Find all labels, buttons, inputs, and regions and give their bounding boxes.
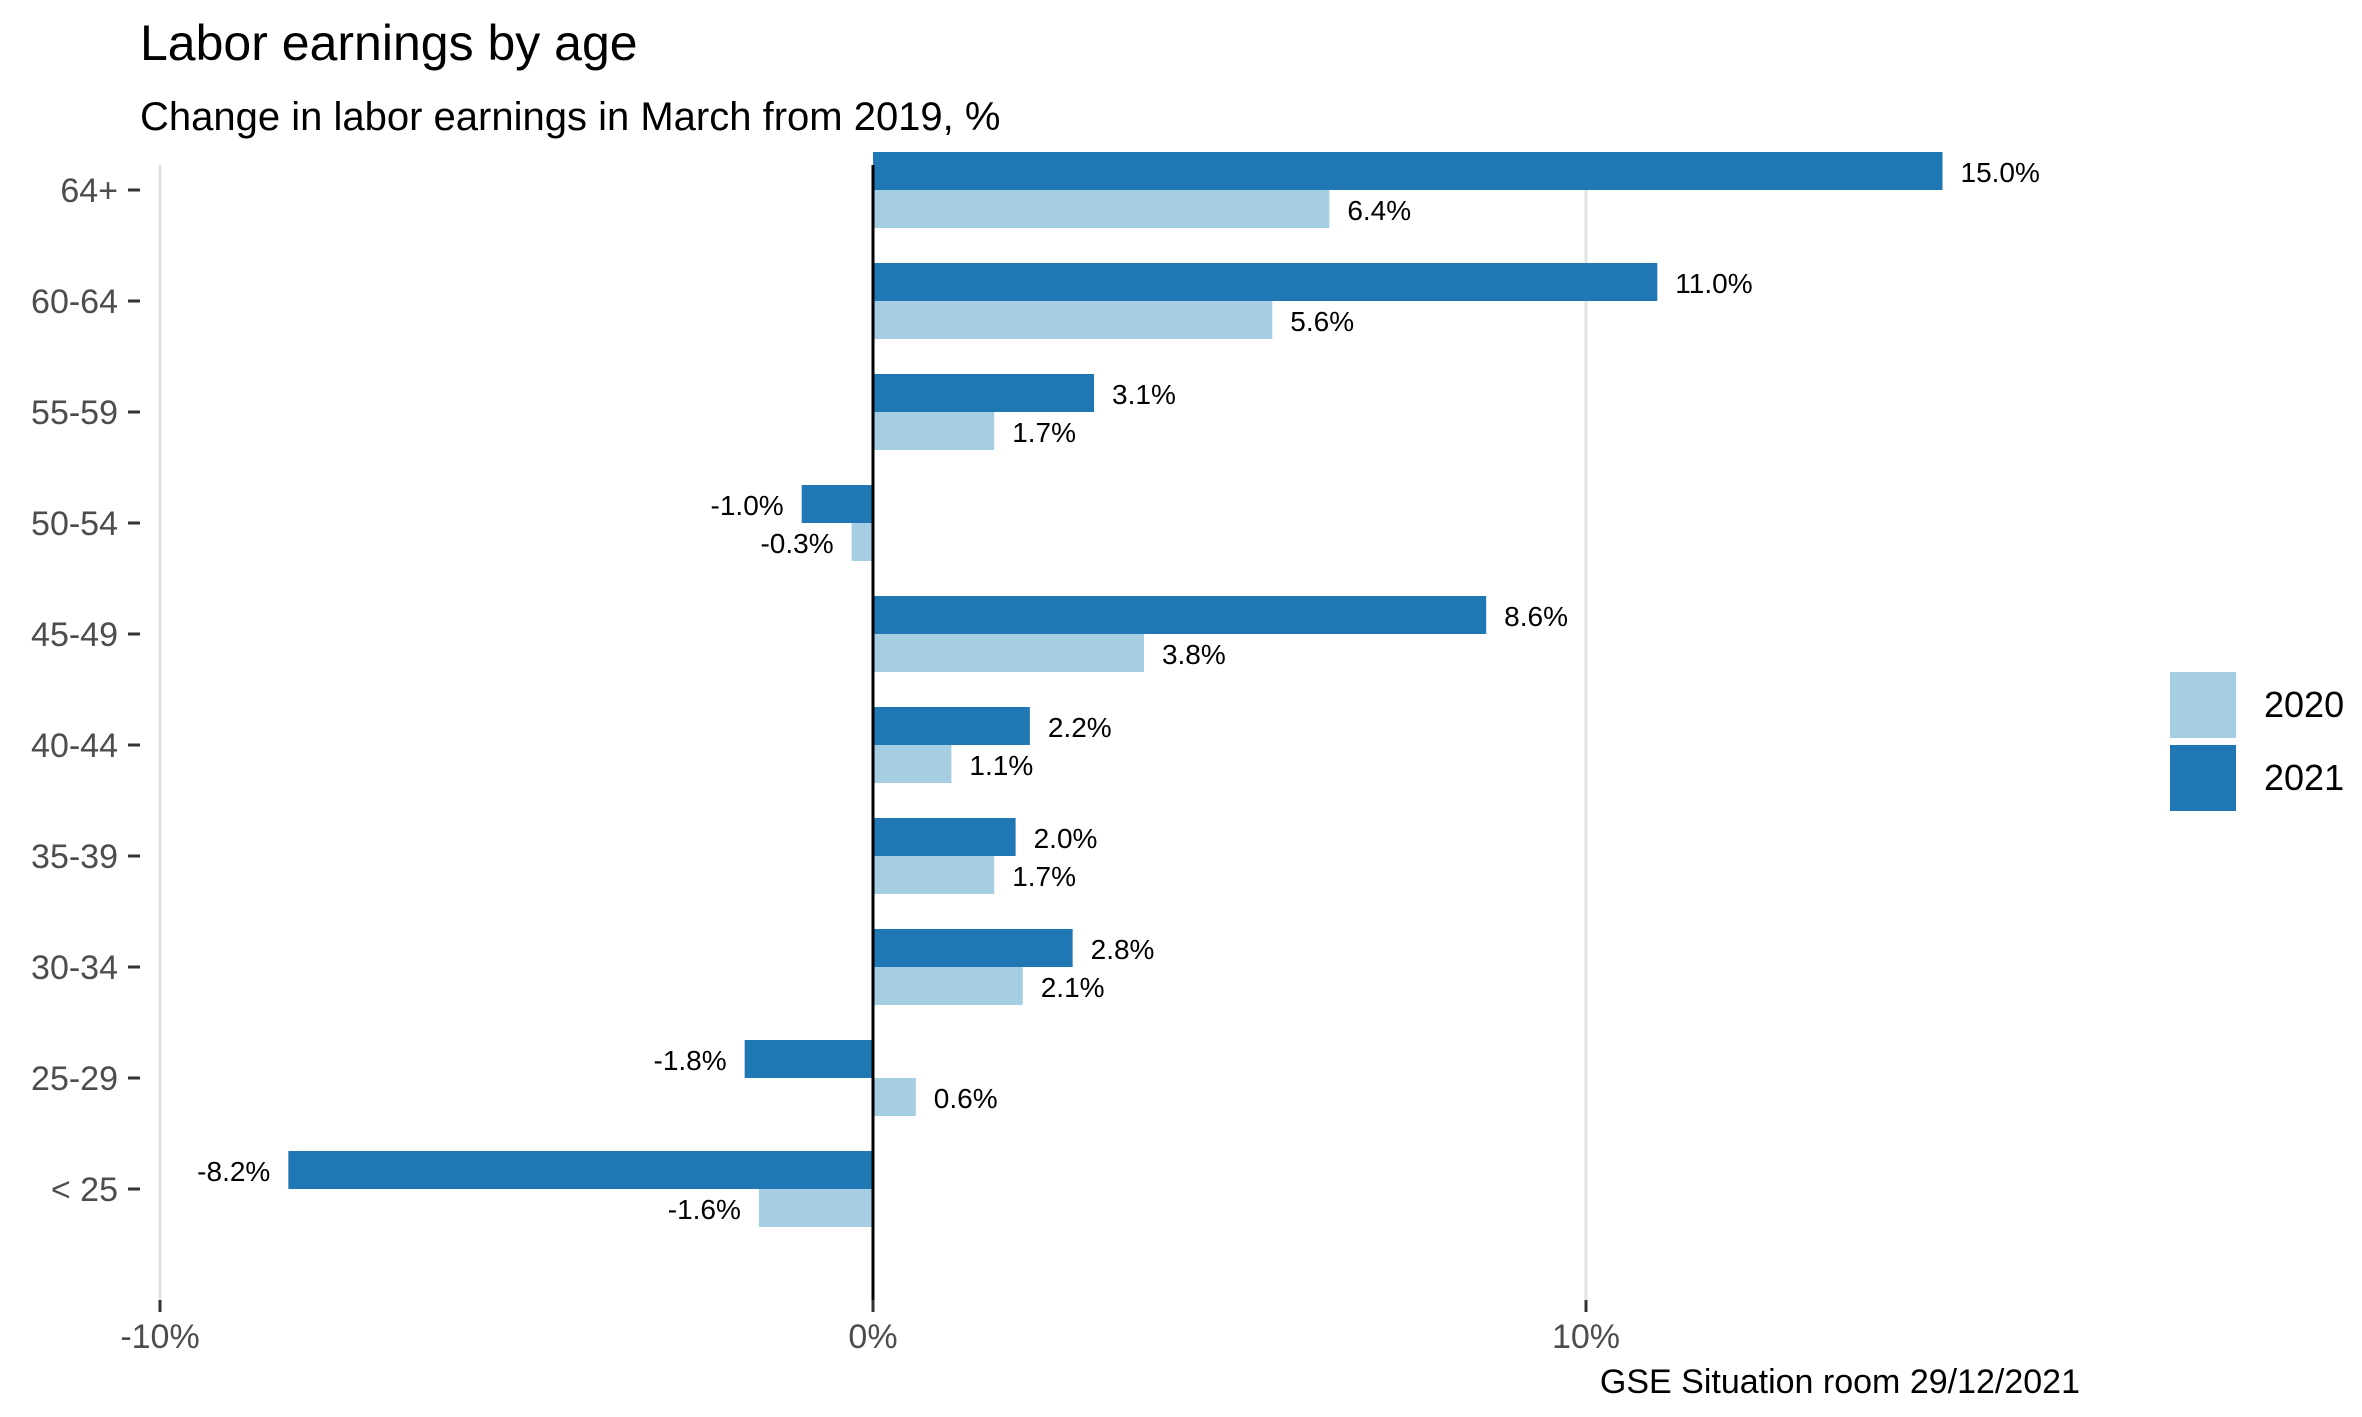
grid-lines (158, 165, 1588, 1300)
bar-2020 (873, 967, 1023, 1005)
data-label-2021: 2.2% (1048, 712, 1112, 743)
y-tick-label: 40-44 (31, 727, 118, 765)
bar-2021 (873, 374, 1095, 412)
data-label-2020: 2.1% (1041, 972, 1105, 1003)
x-axis: -10% 0% 10% (120, 1300, 1620, 1356)
data-label-2021: 8.6% (1504, 601, 1568, 632)
bar-2021 (873, 818, 1016, 856)
legend-label-2021: 2021 (2264, 757, 2344, 798)
legend: 2020 2021 (2170, 672, 2344, 811)
y-tick-label: 30-34 (31, 949, 118, 987)
x-tick-label: 10% (1552, 1318, 1620, 1356)
data-label-2020: -1.6% (668, 1194, 741, 1225)
bar-2021 (873, 152, 1943, 190)
data-label-2021: 3.1% (1112, 379, 1176, 410)
data-label-2020: 1.7% (1012, 417, 1076, 448)
bar-2021 (873, 263, 1658, 301)
bar-2020 (873, 856, 995, 894)
bar-2020 (758, 1189, 873, 1227)
bar-2021 (801, 485, 873, 523)
bar-2020 (873, 301, 1273, 339)
data-label-2021: -8.2% (197, 1156, 270, 1187)
legend-swatch-2020 (2170, 672, 2236, 738)
bar-2021 (873, 707, 1030, 745)
y-tick-label: < 25 (51, 1171, 118, 1209)
y-tick-label: 55-59 (31, 394, 118, 432)
data-label-2021: 11.0% (1675, 268, 1752, 299)
y-tick-label: 60-64 (31, 283, 118, 321)
data-label-2020: 1.7% (1012, 861, 1076, 892)
x-tick-label: -10% (120, 1318, 199, 1356)
y-axis: 64+ 60-64 55-59 50-54 45-49 40-44 35-39 30-34 25… (31, 172, 140, 1209)
data-label-2021: -1.0% (711, 490, 784, 521)
y-tick-label: 64+ (60, 172, 118, 210)
y-tick-label: 25-29 (31, 1060, 118, 1098)
legend-label-2020: 2020 (2264, 684, 2344, 725)
legend-swatch-2021 (2170, 745, 2236, 811)
data-label-2020: 1.1% (969, 750, 1033, 781)
data-label-2021: 15.0% (1961, 157, 2040, 188)
bar-2021 (744, 1040, 873, 1078)
bar-2020 (873, 190, 1330, 228)
bar-2020 (873, 1078, 916, 1116)
bar-2020 (873, 634, 1144, 672)
bars (288, 152, 1943, 1227)
data-label-2020: 6.4% (1347, 195, 1411, 226)
data-label-2021: 2.8% (1091, 934, 1155, 965)
chart-caption: GSE Situation room 29/12/2021 (1600, 1363, 2080, 1401)
data-label-2021: 2.0% (1034, 823, 1098, 854)
data-label-2020: 3.8% (1162, 639, 1226, 670)
bar-2020 (873, 745, 952, 783)
chart-subtitle: Change in labor earnings in March from 2… (140, 95, 1000, 139)
bar-2021 (873, 929, 1073, 967)
y-tick-label: 45-49 (31, 616, 118, 654)
bar-2020 (873, 412, 995, 450)
data-label-2020: 0.6% (934, 1083, 998, 1114)
data-label-2021: -1.8% (654, 1045, 727, 1076)
bar-2020 (851, 523, 873, 561)
chart-title: Labor earnings by age (140, 15, 638, 71)
bar-2021 (288, 1151, 874, 1189)
data-label-2020: 5.6% (1290, 306, 1354, 337)
data-label-2020: -0.3% (760, 528, 833, 559)
x-tick-label: 0% (848, 1318, 897, 1356)
y-tick-label: 35-39 (31, 838, 118, 876)
data-labels: 15.0% 6.4% 11.0% 5.6% 3.1% 1.7% -1.0% -0.3% 8.6%… (197, 157, 2040, 1225)
bar-2021 (873, 596, 1487, 634)
y-tick-label: 50-54 (31, 505, 118, 543)
